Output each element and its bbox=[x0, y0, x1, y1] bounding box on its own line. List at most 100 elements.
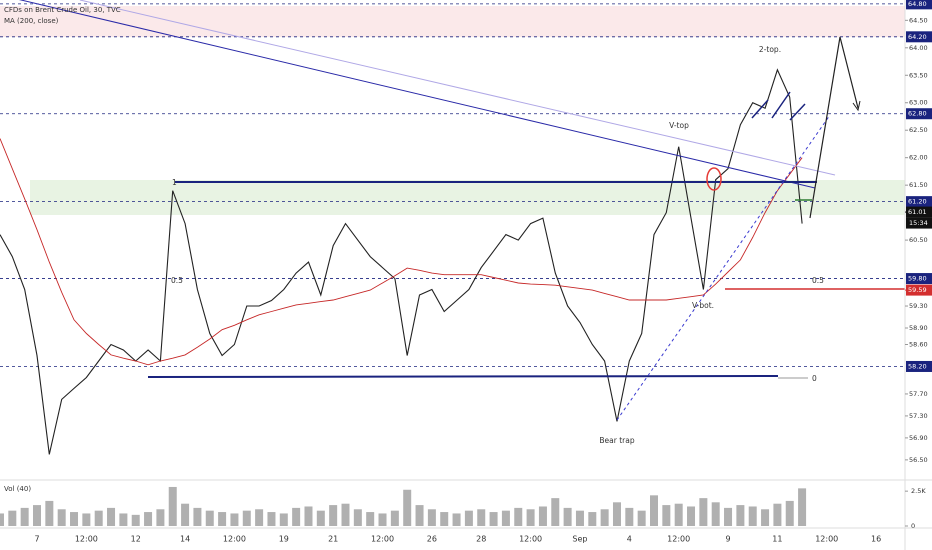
pattern-lines bbox=[751, 91, 806, 121]
volume-bar bbox=[156, 509, 165, 526]
volume-bar bbox=[304, 506, 313, 526]
annotation: V-top bbox=[669, 121, 689, 130]
volume-bar bbox=[107, 507, 116, 526]
volume-bar bbox=[144, 512, 153, 526]
projection bbox=[809, 36, 859, 219]
chart-title: CFDs on Brent Crude Oil, 30, TVC bbox=[4, 6, 121, 14]
price-tag-label: 59.80 bbox=[908, 275, 927, 283]
y-tick-label: 59.30 bbox=[909, 302, 928, 310]
x-tick-label: 12:00 bbox=[371, 535, 394, 544]
volume-bar bbox=[477, 509, 486, 526]
trend-line bbox=[79, 0, 836, 176]
volume-bar bbox=[193, 507, 202, 526]
volume-bar bbox=[57, 509, 66, 526]
y-tick-label: 57.30 bbox=[909, 412, 928, 420]
y-tick-label: 62.00 bbox=[909, 154, 928, 162]
x-tick-label: 26 bbox=[427, 535, 437, 544]
x-tick-label: 16 bbox=[871, 535, 881, 544]
volume-bar bbox=[390, 510, 399, 526]
arrow-head bbox=[852, 100, 861, 112]
countdown-tag bbox=[906, 217, 932, 229]
volume-bar bbox=[94, 510, 103, 526]
volume-bar bbox=[168, 486, 177, 526]
volume-bar bbox=[526, 509, 535, 526]
y-tick-label: 61.50 bbox=[909, 181, 928, 189]
volume-bar bbox=[551, 498, 560, 526]
volume-bar bbox=[588, 512, 597, 526]
volume-bar bbox=[687, 506, 696, 526]
volume-bar bbox=[230, 513, 239, 526]
x-tick-label: 9 bbox=[725, 535, 730, 544]
y-tick-label: 64.00 bbox=[909, 44, 928, 52]
fib-label: 1 bbox=[172, 178, 177, 187]
volume-bar bbox=[353, 509, 362, 526]
volume-tick-label: 2.5K bbox=[911, 487, 926, 495]
y-tick-label: 63.50 bbox=[909, 71, 928, 79]
fib-label: 0.5 bbox=[812, 276, 824, 285]
x-tick-label: 21 bbox=[328, 535, 338, 544]
volume-bar bbox=[501, 510, 510, 526]
price-tag bbox=[906, 0, 932, 10]
volume-bar bbox=[366, 512, 375, 526]
volume-bar bbox=[575, 510, 584, 526]
volume-bar bbox=[0, 513, 4, 526]
indicator-label: MA (200, close) bbox=[4, 17, 59, 25]
y-tick-label: 58.90 bbox=[909, 324, 928, 332]
price-tag bbox=[906, 196, 932, 208]
y-tick-label: 57.70 bbox=[909, 390, 928, 398]
price-tag-label: 58.20 bbox=[908, 362, 927, 370]
volume-bar bbox=[415, 505, 424, 526]
volume-bar bbox=[440, 512, 449, 526]
y-tick-label: 56.90 bbox=[909, 434, 928, 442]
volume-bar bbox=[242, 510, 251, 526]
volume-bar bbox=[514, 507, 523, 526]
fib-label: 0 bbox=[812, 374, 817, 383]
price-tag-label: 62.80 bbox=[908, 110, 927, 118]
y-tick-label: 64.50 bbox=[909, 16, 928, 24]
volume-bar bbox=[341, 503, 350, 526]
volume-bar bbox=[563, 507, 572, 526]
x-tick-label: 11 bbox=[772, 535, 782, 544]
volume-bar bbox=[70, 512, 79, 526]
x-tick-label: Sep bbox=[572, 535, 587, 544]
price-tag bbox=[906, 31, 932, 43]
volume-bar bbox=[20, 507, 29, 526]
volume-bar bbox=[45, 500, 54, 526]
x-tick-label: 12 bbox=[131, 535, 141, 544]
volume-bar bbox=[292, 507, 301, 526]
price-tag-label: 64.80 bbox=[908, 0, 927, 8]
rising-trend bbox=[616, 114, 831, 421]
series-line bbox=[0, 68, 803, 455]
highlight-circle bbox=[706, 167, 722, 191]
volume-bar bbox=[773, 503, 782, 526]
price-tag-label: 61.20 bbox=[908, 198, 927, 206]
volume-title: Vol (40) bbox=[4, 485, 31, 493]
volume-bar bbox=[785, 500, 794, 526]
volume-tick-label: 0 bbox=[911, 522, 915, 530]
x-tick-label: 4 bbox=[627, 535, 632, 544]
volume-bar bbox=[131, 514, 140, 526]
volume-bar bbox=[181, 503, 190, 526]
volume-bar bbox=[267, 512, 276, 526]
volume-bar bbox=[427, 509, 436, 526]
level-marker bbox=[905, 289, 906, 291]
volume-bar bbox=[612, 502, 621, 526]
volume-bar bbox=[637, 510, 646, 526]
price-tag bbox=[906, 108, 932, 120]
volume-bar bbox=[538, 506, 547, 526]
x-tick-label: 12:00 bbox=[667, 535, 690, 544]
y-tick-label: 56.50 bbox=[909, 456, 928, 464]
volume-bar bbox=[761, 509, 770, 526]
volume-bar bbox=[736, 505, 745, 526]
price-tag bbox=[906, 273, 932, 285]
volume-bar bbox=[748, 506, 757, 526]
price-tag-label: 64.20 bbox=[908, 33, 927, 41]
volume-bar bbox=[711, 502, 720, 526]
volume-bar bbox=[119, 513, 128, 526]
volume-bar bbox=[378, 513, 387, 526]
volume-bar bbox=[600, 509, 609, 526]
x-tick-label: 14 bbox=[180, 535, 190, 544]
volume-bar bbox=[205, 510, 214, 526]
level-marker bbox=[905, 211, 906, 213]
annotation: Bear trap bbox=[599, 436, 634, 445]
